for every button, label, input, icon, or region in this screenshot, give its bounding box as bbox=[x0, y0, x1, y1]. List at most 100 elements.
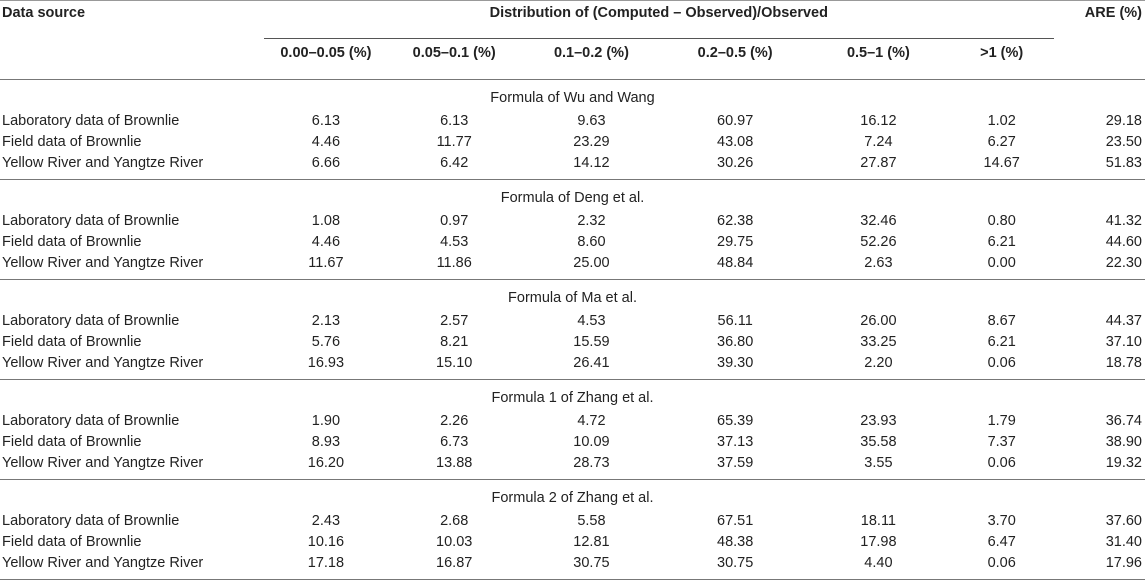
cell-bin-2: 4.72 bbox=[577, 412, 606, 429]
row-source: Field data of Brownlie bbox=[2, 333, 142, 350]
cell-are: 44.60 bbox=[1105, 233, 1142, 250]
header-row-2: 0.00–0.05 (%) 0.05–0.1 (%) 0.1–0.2 (%) 0… bbox=[0, 39, 1145, 80]
cell-bin-1: 15.10 bbox=[436, 355, 473, 371]
header-data-source: Data source bbox=[2, 5, 86, 21]
cell-bin-3: 36.80 bbox=[717, 333, 754, 350]
table-row: Yellow River and Yangtze River 16.20 13.88… bbox=[0, 452, 1145, 480]
header-row-1: Data source Distribution of (Computed – … bbox=[0, 0, 1145, 39]
row-source: Laboratory data of Brownlie bbox=[2, 512, 180, 529]
cell-are: 29.18 bbox=[1105, 112, 1142, 129]
cell-bin-3: 30.75 bbox=[717, 555, 754, 571]
cell-bin-4: 33.25 bbox=[860, 333, 897, 350]
cell-bin-1: 16.87 bbox=[436, 555, 473, 571]
cell-bin-2: 30.75 bbox=[573, 555, 610, 571]
group-title: Formula 2 of Zhang et al. bbox=[491, 490, 654, 506]
cell-bin-4: 4.40 bbox=[864, 555, 893, 571]
cell-are: 36.74 bbox=[1105, 412, 1142, 429]
cell-bin-3: 56.11 bbox=[717, 312, 753, 329]
table-row: Laboratory data of Brownlie 2.43 2.68 5.58 6… bbox=[0, 510, 1145, 531]
table-row: Field data of Brownlie 8.93 6.73 10.09 37.13… bbox=[0, 431, 1145, 452]
cell-bin-3: 39.30 bbox=[717, 355, 754, 371]
row-source: Laboratory data of Brownlie bbox=[2, 112, 180, 129]
table-row: Laboratory data of Brownlie 1.08 0.97 2.32 6… bbox=[0, 210, 1145, 231]
cell-bin-1: 4.53 bbox=[440, 233, 469, 250]
cell-bin-1: 2.57 bbox=[440, 312, 469, 329]
cell-bin-0: 8.93 bbox=[311, 433, 341, 450]
cell-bin-2: 25.00 bbox=[573, 255, 610, 271]
cell-bin-2: 26.41 bbox=[573, 355, 610, 371]
header-bin-2: 0.1–0.2 (%) bbox=[553, 45, 629, 61]
cell-bin-4: 18.11 bbox=[860, 512, 896, 529]
cell-bin-0: 11.67 bbox=[308, 255, 344, 271]
table-row: Field data of Brownlie 4.46 4.53 8.60 29.75 5… bbox=[0, 231, 1145, 252]
header-empty-right bbox=[1054, 39, 1145, 80]
group-title-row: Formula 1 of Zhang et al. bbox=[0, 380, 1145, 411]
table-body: Formula of Wu and Wang Laboratory data of… bbox=[0, 80, 1145, 580]
cell-bin-1: 6.13 bbox=[440, 112, 469, 129]
table-row: Yellow River and Yangtze River 6.66 6.42 14… bbox=[0, 152, 1145, 180]
cell-bin-2: 2.32 bbox=[577, 212, 606, 229]
cell-bin-5: 3.70 bbox=[987, 512, 1016, 529]
row-source: Yellow River and Yangtze River bbox=[2, 355, 204, 371]
cell-bin-0: 10.16 bbox=[307, 533, 345, 550]
cell-bin-0: 4.46 bbox=[311, 133, 341, 150]
cell-bin-0: 17.18 bbox=[307, 555, 345, 571]
cell-bin-1: 0.97 bbox=[440, 212, 469, 229]
cell-bin-5: 1.79 bbox=[987, 412, 1016, 429]
cell-bin-1: 6.73 bbox=[440, 433, 469, 450]
group-title: Formula of Deng et al. bbox=[500, 190, 645, 206]
row-source: Field data of Brownlie bbox=[2, 233, 142, 250]
cell-bin-0: 6.66 bbox=[311, 155, 341, 171]
cell-bin-0: 16.20 bbox=[307, 455, 345, 471]
table-header: Data source Distribution of (Computed – … bbox=[0, 0, 1145, 80]
cell-are: 17.96 bbox=[1105, 555, 1142, 571]
cell-are: 38.90 bbox=[1105, 433, 1142, 450]
cell-bin-5: 6.21 bbox=[987, 333, 1016, 350]
cell-are: 22.30 bbox=[1105, 255, 1142, 271]
cell-bin-3: 37.59 bbox=[717, 455, 754, 471]
cell-are: 37.60 bbox=[1105, 512, 1142, 529]
group-title-row: Formula 2 of Zhang et al. bbox=[0, 480, 1145, 511]
cell-are: 37.10 bbox=[1105, 333, 1142, 350]
cell-bin-3: 30.26 bbox=[717, 155, 754, 171]
table-row: Field data of Brownlie 4.46 11.77 23.29 43.0… bbox=[0, 131, 1145, 152]
cell-bin-1: 8.21 bbox=[440, 333, 469, 350]
cell-bin-1: 10.03 bbox=[436, 533, 473, 550]
cell-bin-3: 48.84 bbox=[717, 255, 754, 271]
cell-bin-4: 2.20 bbox=[864, 355, 893, 371]
cell-bin-3: 65.39 bbox=[717, 412, 754, 429]
cell-bin-5: 6.27 bbox=[987, 133, 1016, 150]
cell-bin-0: 1.90 bbox=[311, 412, 341, 429]
cell-bin-5: 6.47 bbox=[987, 533, 1016, 550]
row-source: Field data of Brownlie bbox=[2, 133, 142, 150]
cell-bin-4: 32.46 bbox=[860, 212, 897, 229]
cell-bin-2: 14.12 bbox=[573, 155, 610, 171]
row-source: Laboratory data of Brownlie bbox=[2, 312, 180, 329]
cell-bin-5: 6.21 bbox=[987, 233, 1016, 250]
cell-bin-4: 26.00 bbox=[860, 312, 897, 329]
cell-bin-3: 62.38 bbox=[717, 212, 754, 229]
cell-bin-4: 27.87 bbox=[860, 155, 897, 171]
cell-are: 31.40 bbox=[1105, 533, 1142, 550]
header-bin-5: >1 (%) bbox=[980, 45, 1024, 61]
table-row: Yellow River and Yangtze River 11.67 11.86… bbox=[0, 252, 1145, 280]
header-empty-left bbox=[0, 39, 264, 80]
group-title-row: Formula of Ma et al. bbox=[0, 280, 1145, 311]
cell-bin-3: 43.08 bbox=[717, 133, 754, 150]
cell-bin-0: 6.13 bbox=[311, 112, 341, 129]
row-source: Laboratory data of Brownlie bbox=[2, 412, 180, 429]
cell-bin-2: 15.59 bbox=[573, 333, 610, 350]
group-title: Formula of Ma et al. bbox=[508, 290, 637, 306]
group-title-row: Formula of Deng et al. bbox=[0, 180, 1145, 211]
cell-bin-5: 0.06 bbox=[987, 555, 1016, 571]
cell-bin-5: 0.80 bbox=[987, 212, 1016, 229]
cell-bin-3: 48.38 bbox=[717, 533, 754, 550]
cell-bin-3: 60.97 bbox=[717, 112, 754, 129]
row-source: Field data of Brownlie bbox=[2, 533, 142, 550]
cell-bin-2: 12.81 bbox=[573, 533, 610, 550]
header-bin-0: 0.00–0.05 (%) bbox=[280, 45, 372, 61]
table-row: Yellow River and Yangtze River 16.93 15.10… bbox=[0, 352, 1145, 380]
cell-bin-4: 2.63 bbox=[864, 255, 893, 271]
header-are: ARE (%) bbox=[1084, 5, 1142, 21]
cell-bin-2: 28.73 bbox=[573, 455, 610, 471]
